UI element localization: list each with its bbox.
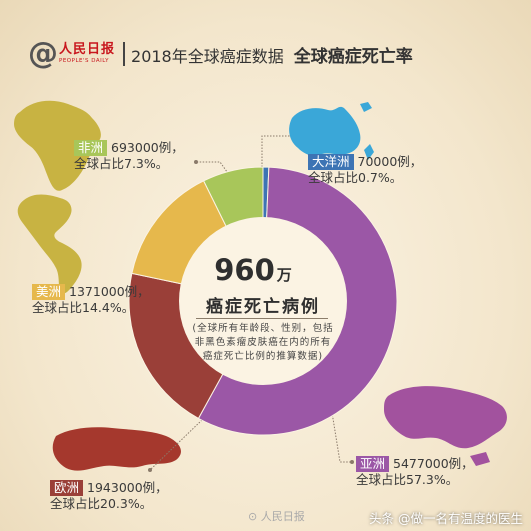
tag-europe: 欧洲 — [50, 480, 84, 496]
page-title: 2018年全球癌症数据 全球癌症死亡率 — [131, 46, 413, 67]
share-asia: 全球占比57.3%。 — [356, 472, 459, 487]
tag-americas: 美洲 — [32, 284, 66, 300]
americas-map-icon — [17, 194, 82, 294]
logo-subtext: PEOPLE'S DAILY — [59, 58, 109, 64]
europe-map-icon — [52, 427, 181, 471]
logo-text: 人民日报 — [59, 42, 116, 57]
donut-hole — [179, 217, 347, 385]
cases-oceania: 70000例， — [357, 154, 423, 169]
share-americas: 全球占比14.4%。 — [32, 300, 135, 315]
tag-africa: 非洲 — [74, 140, 108, 156]
peoples-daily-logo: @ 人民日报 PEOPLE'S DAILY — [28, 39, 115, 69]
oceania-map-icon — [289, 102, 374, 160]
cases-europe: 1943000例， — [87, 480, 168, 495]
total-deaths-label: 癌症死亡病例 — [206, 297, 320, 317]
share-europe: 全球占比20.3%。 — [50, 496, 153, 511]
label-americas: 美洲 1371000例， 全球占比14.4%。 — [32, 284, 150, 316]
header: @ 人民日报 PEOPLE'S DAILY 2018年全球癌症数据 全球癌症死亡率 — [28, 34, 413, 74]
watermark: ⊙ 人民日报 — [248, 510, 305, 523]
total-deaths: 960 万 — [214, 253, 292, 287]
leader-africa — [196, 161, 231, 177]
page-subtitle: 全球癌症死亡率 — [293, 46, 413, 67]
credit: 头条 @做一名有温度的医生 — [369, 511, 523, 526]
cases-africa: 693000例， — [111, 140, 184, 155]
at-sign-icon: @ — [28, 36, 58, 71]
leader-europe — [149, 419, 203, 471]
header-divider — [123, 42, 126, 66]
label-oceania: 大洋洲 70000例， 全球占比0.7%。 — [308, 154, 422, 186]
label-asia: 亚洲 5477000例， 全球占比57.3%。 — [356, 456, 474, 488]
center-note: (全球所有年龄段、性别，包括非黑色素瘤皮肤癌在内的所有癌症死亡比例的推算数据) — [192, 323, 334, 362]
cases-asia: 5477000例， — [393, 456, 474, 471]
cases-americas: 1371000例， — [69, 284, 150, 299]
asia-map-icon — [384, 386, 507, 466]
share-africa: 全球占比7.3%。 — [74, 156, 169, 171]
center-divider — [196, 318, 328, 319]
leader-oceania — [261, 135, 290, 170]
label-europe: 欧洲 1943000例， 全球占比20.3%。 — [50, 480, 168, 512]
africa-map-icon — [14, 100, 101, 191]
share-oceania: 全球占比0.7%。 — [308, 170, 403, 185]
tag-oceania: 大洋洲 — [308, 154, 354, 170]
tag-asia: 亚洲 — [356, 456, 390, 472]
label-africa: 非洲 693000例， 全球占比7.3%。 — [74, 140, 184, 172]
